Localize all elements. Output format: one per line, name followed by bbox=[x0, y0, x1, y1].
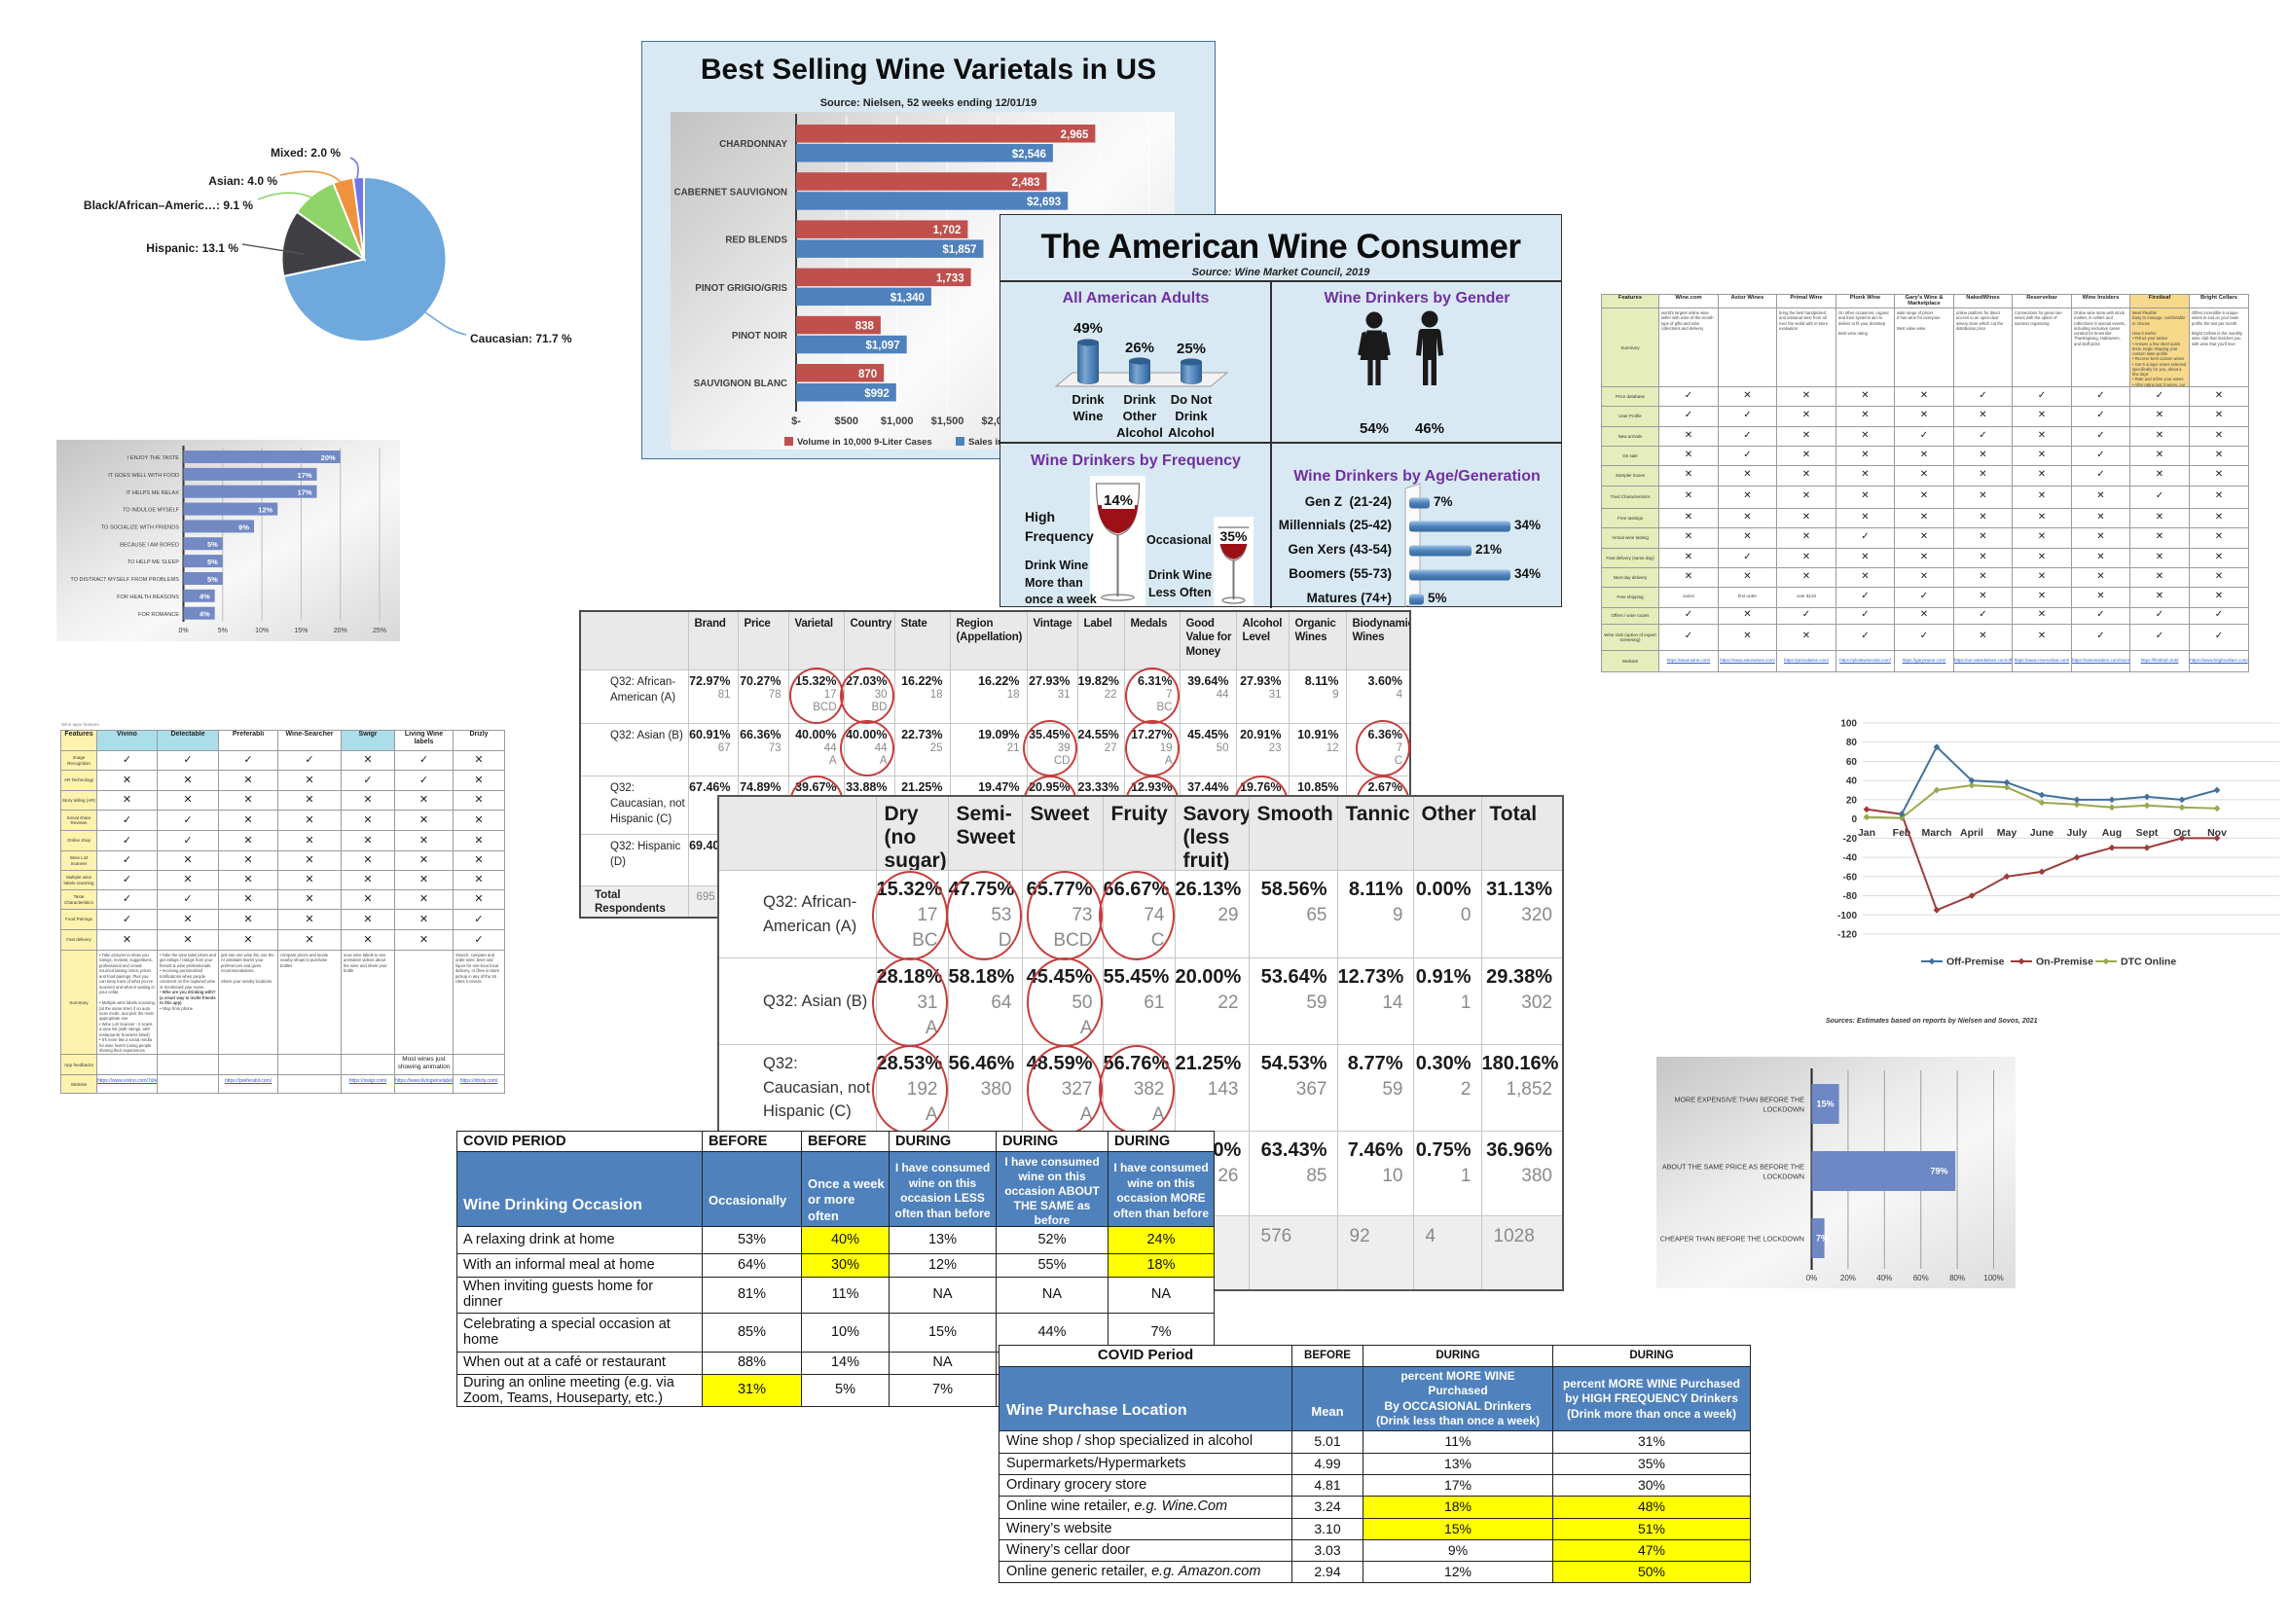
svg-text:-100: -100 bbox=[1837, 911, 1857, 921]
svg-text:9%: 9% bbox=[238, 523, 249, 531]
svg-text:5%: 5% bbox=[207, 558, 218, 566]
svg-text:Aug: Aug bbox=[2102, 827, 2122, 839]
svg-text:-20: -20 bbox=[1843, 834, 1858, 845]
svg-text:SAUVIGNON BLANC: SAUVIGNON BLANC bbox=[694, 379, 787, 389]
svg-text:RED BLENDS: RED BLENDS bbox=[725, 235, 787, 246]
svg-text:15%: 15% bbox=[1816, 1100, 1834, 1109]
svg-text:$2,546: $2,546 bbox=[1012, 149, 1046, 161]
svg-text:$1,500: $1,500 bbox=[931, 415, 964, 427]
svg-text:IT GOES WELL WITH FOOD: IT GOES WELL WITH FOOD bbox=[108, 473, 179, 479]
svg-text:$500: $500 bbox=[835, 415, 858, 427]
svg-text:TO SOCIALIZE WITH FRIENDS: TO SOCIALIZE WITH FRIENDS bbox=[101, 525, 180, 531]
svg-text:LOCKDOWN: LOCKDOWN bbox=[1763, 1105, 1804, 1114]
svg-text:LOCKDOWN: LOCKDOWN bbox=[1763, 1173, 1804, 1181]
svg-text:IT HELPS ME RELAX: IT HELPS ME RELAX bbox=[126, 490, 179, 496]
svg-text:Nov: Nov bbox=[2207, 827, 2227, 839]
svg-text:Feb: Feb bbox=[1893, 827, 1911, 839]
svg-text:$1,097: $1,097 bbox=[866, 341, 900, 352]
svg-text:FOR ROMANCE: FOR ROMANCE bbox=[138, 612, 179, 618]
svg-text:Oct: Oct bbox=[2173, 827, 2191, 839]
svg-text:CABERNET SAUVIGNON: CABERNET SAUVIGNON bbox=[674, 187, 787, 198]
svg-text:TO HELP ME SLEEP: TO HELP ME SLEEP bbox=[127, 559, 180, 565]
svg-text:Sources: Estimates based on re: Sources: Estimates based on reports by N… bbox=[1826, 1018, 2038, 1025]
svg-text:80%: 80% bbox=[1949, 1274, 1965, 1282]
svg-text:100%: 100% bbox=[1983, 1274, 2003, 1282]
svg-text:79%: 79% bbox=[1930, 1167, 1947, 1176]
svg-text:$1,857: $1,857 bbox=[942, 244, 976, 256]
svg-text:TO INDULGE MYSELF: TO INDULGE MYSELF bbox=[123, 508, 180, 514]
svg-text:20%: 20% bbox=[321, 453, 336, 462]
svg-text:17%: 17% bbox=[297, 471, 311, 480]
svg-text:Black/African–Americ…: 9.1 %: Black/African–Americ…: 9.1 % bbox=[84, 198, 253, 212]
svg-text:12%: 12% bbox=[258, 506, 273, 515]
svg-text:15%: 15% bbox=[294, 628, 308, 634]
svg-text:1,733: 1,733 bbox=[936, 272, 964, 284]
svg-text:On-Premise: On-Premise bbox=[2036, 956, 2093, 968]
svg-text:-60: -60 bbox=[1843, 872, 1858, 883]
svg-text:-40: -40 bbox=[1843, 853, 1858, 864]
svg-text:ABOUT THE SAME PRICE AS BEFORE: ABOUT THE SAME PRICE AS BEFORE THE bbox=[1662, 1163, 1804, 1172]
svg-text:1,702: 1,702 bbox=[933, 225, 962, 236]
svg-text:20: 20 bbox=[1846, 795, 1858, 806]
svg-text:CHARDONNAY: CHARDONNAY bbox=[719, 139, 787, 150]
svg-text:PINOT GRIGIO/GRIS: PINOT GRIGIO/GRIS bbox=[695, 283, 787, 294]
svg-text:FOR HEALTH REASONS: FOR HEALTH REASONS bbox=[117, 595, 179, 600]
svg-text:60: 60 bbox=[1846, 757, 1858, 768]
svg-text:5%: 5% bbox=[207, 540, 218, 549]
svg-text:80: 80 bbox=[1846, 738, 1858, 748]
svg-text:May: May bbox=[1997, 827, 2017, 839]
svg-text:$-: $- bbox=[791, 415, 801, 427]
svg-text:DTC Online: DTC Online bbox=[2121, 956, 2176, 968]
svg-text:17%: 17% bbox=[297, 488, 311, 497]
svg-text:7%: 7% bbox=[1816, 1234, 1829, 1244]
svg-text:5%: 5% bbox=[207, 575, 218, 584]
svg-text:Sept: Sept bbox=[2136, 827, 2159, 839]
svg-text:Volume in 10,000 9-Liter Cases: Volume in 10,000 9-Liter Cases bbox=[797, 437, 932, 448]
svg-text:2,965: 2,965 bbox=[1061, 129, 1089, 141]
svg-text:Jan: Jan bbox=[1858, 827, 1875, 839]
svg-text:Off-Premise: Off-Premise bbox=[1946, 956, 2005, 968]
svg-text:April: April bbox=[1960, 827, 1983, 839]
svg-text:0: 0 bbox=[1851, 814, 1857, 825]
svg-text:June: June bbox=[2030, 827, 2054, 839]
svg-text:10%: 10% bbox=[255, 628, 269, 634]
svg-text:$2,693: $2,693 bbox=[1027, 197, 1061, 208]
svg-text:2,483: 2,483 bbox=[1012, 177, 1040, 189]
svg-text:838: 838 bbox=[855, 321, 875, 333]
svg-text:40%: 40% bbox=[1876, 1274, 1892, 1282]
svg-text:4%: 4% bbox=[200, 593, 210, 601]
svg-text:0%: 0% bbox=[1806, 1274, 1818, 1282]
svg-text:100: 100 bbox=[1840, 719, 1857, 730]
svg-text:$1,000: $1,000 bbox=[881, 415, 914, 427]
svg-text:5%: 5% bbox=[218, 628, 228, 634]
svg-text:870: 870 bbox=[858, 369, 877, 380]
svg-text:4%: 4% bbox=[200, 610, 210, 619]
svg-text:March: March bbox=[1922, 827, 1952, 839]
svg-text:BECAUSE I AM BORED: BECAUSE I AM BORED bbox=[120, 542, 179, 548]
svg-text:0%: 0% bbox=[178, 628, 188, 634]
svg-text:MORE EXPENSIVE THAN BEFORE THE: MORE EXPENSIVE THAN BEFORE THE bbox=[1674, 1096, 1804, 1104]
svg-text:PINOT NOIR: PINOT NOIR bbox=[732, 331, 787, 342]
svg-text:25%: 25% bbox=[373, 628, 386, 634]
svg-text:TO DISTRACT MYSELF FROM PROBLE: TO DISTRACT MYSELF FROM PROBLEMS bbox=[70, 577, 179, 583]
svg-text:CHEAPER THAN BEFORE THE LOCKDO: CHEAPER THAN BEFORE THE LOCKDOWN bbox=[1660, 1235, 1804, 1244]
svg-text:$992: $992 bbox=[864, 388, 890, 400]
svg-text:$1,340: $1,340 bbox=[891, 292, 925, 304]
svg-text:Asian: 4.0 %: Asian: 4.0 % bbox=[208, 174, 277, 188]
svg-text:-80: -80 bbox=[1843, 891, 1858, 902]
svg-text:I ENJOY THE TASTE: I ENJOY THE TASTE bbox=[127, 455, 180, 461]
svg-text:July: July bbox=[2066, 827, 2087, 839]
svg-text:20%: 20% bbox=[334, 628, 347, 634]
svg-text:Caucasian: 71.7 %: Caucasian: 71.7 % bbox=[470, 332, 572, 345]
svg-text:Hispanic: 13.1 %: Hispanic: 13.1 % bbox=[146, 241, 238, 255]
svg-text:Mixed: 2.0 %: Mixed: 2.0 % bbox=[271, 146, 341, 160]
svg-text:-120: -120 bbox=[1837, 930, 1857, 941]
svg-text:40: 40 bbox=[1846, 776, 1858, 787]
svg-text:60%: 60% bbox=[1913, 1274, 1929, 1282]
svg-text:20%: 20% bbox=[1840, 1274, 1856, 1282]
